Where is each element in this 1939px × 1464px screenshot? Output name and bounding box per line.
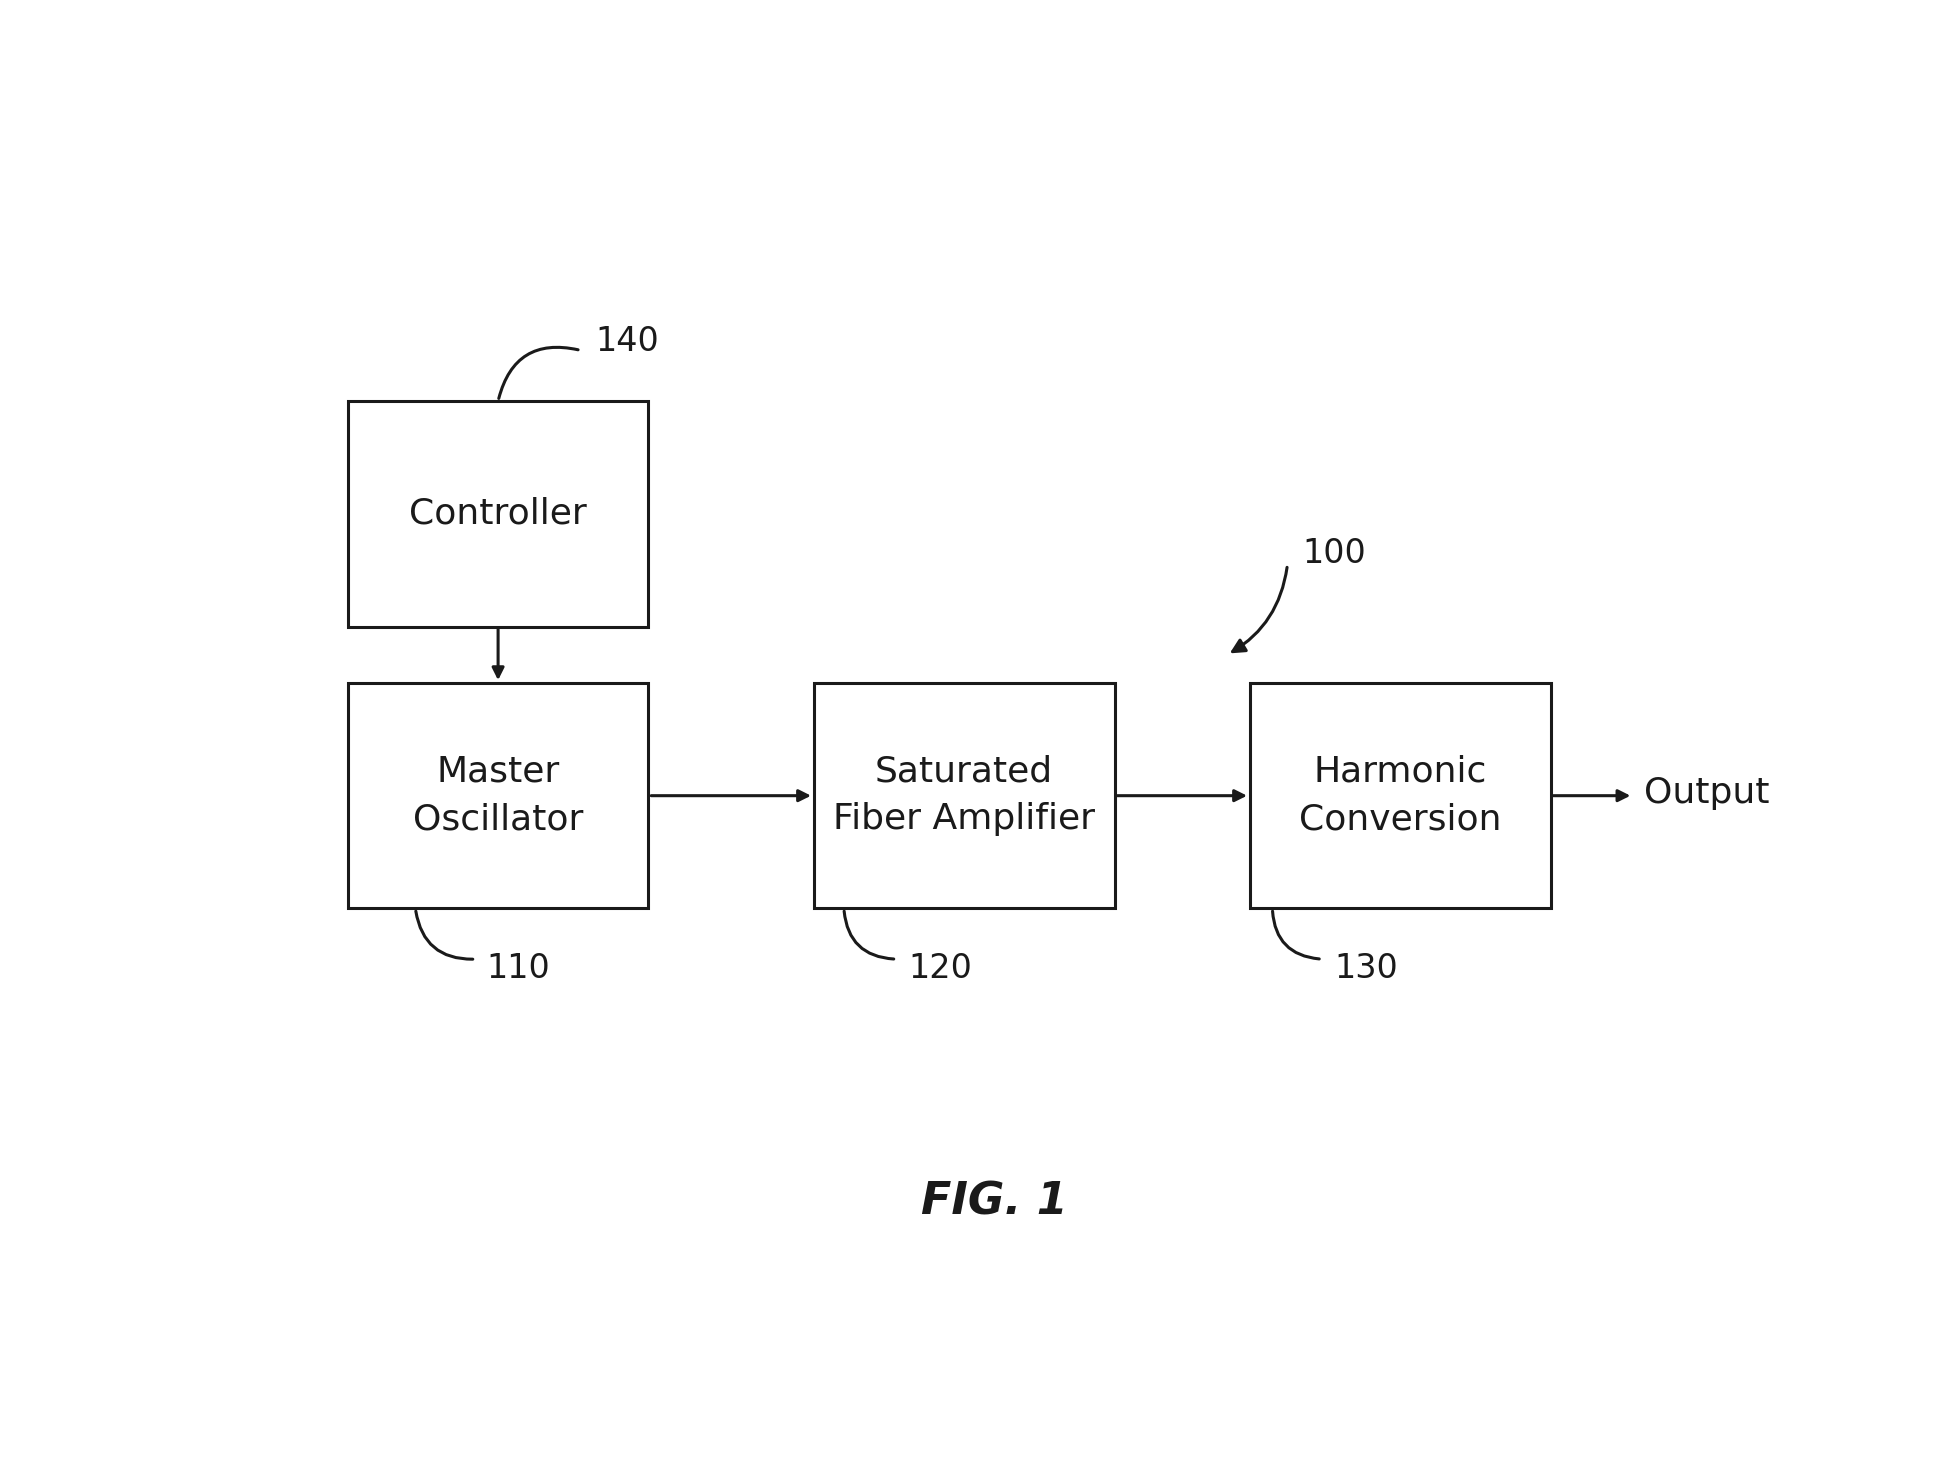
Bar: [1249, 682, 1549, 908]
Text: Saturated
Fiber Amplifier: Saturated Fiber Amplifier: [832, 755, 1096, 836]
Text: 110: 110: [487, 952, 549, 985]
Text: Harmonic
Conversion: Harmonic Conversion: [1299, 755, 1501, 836]
Text: FIG. 1: FIG. 1: [921, 1180, 1066, 1222]
Text: Master
Oscillator: Master Oscillator: [413, 755, 584, 836]
Bar: [347, 401, 648, 627]
Text: 130: 130: [1334, 952, 1398, 985]
Text: 120: 120: [907, 952, 971, 985]
Bar: [347, 682, 648, 908]
Text: 140: 140: [595, 325, 659, 357]
Text: 100: 100: [1301, 537, 1365, 569]
Bar: [814, 682, 1113, 908]
Text: Output: Output: [1642, 776, 1768, 811]
Text: Controller: Controller: [409, 496, 588, 531]
